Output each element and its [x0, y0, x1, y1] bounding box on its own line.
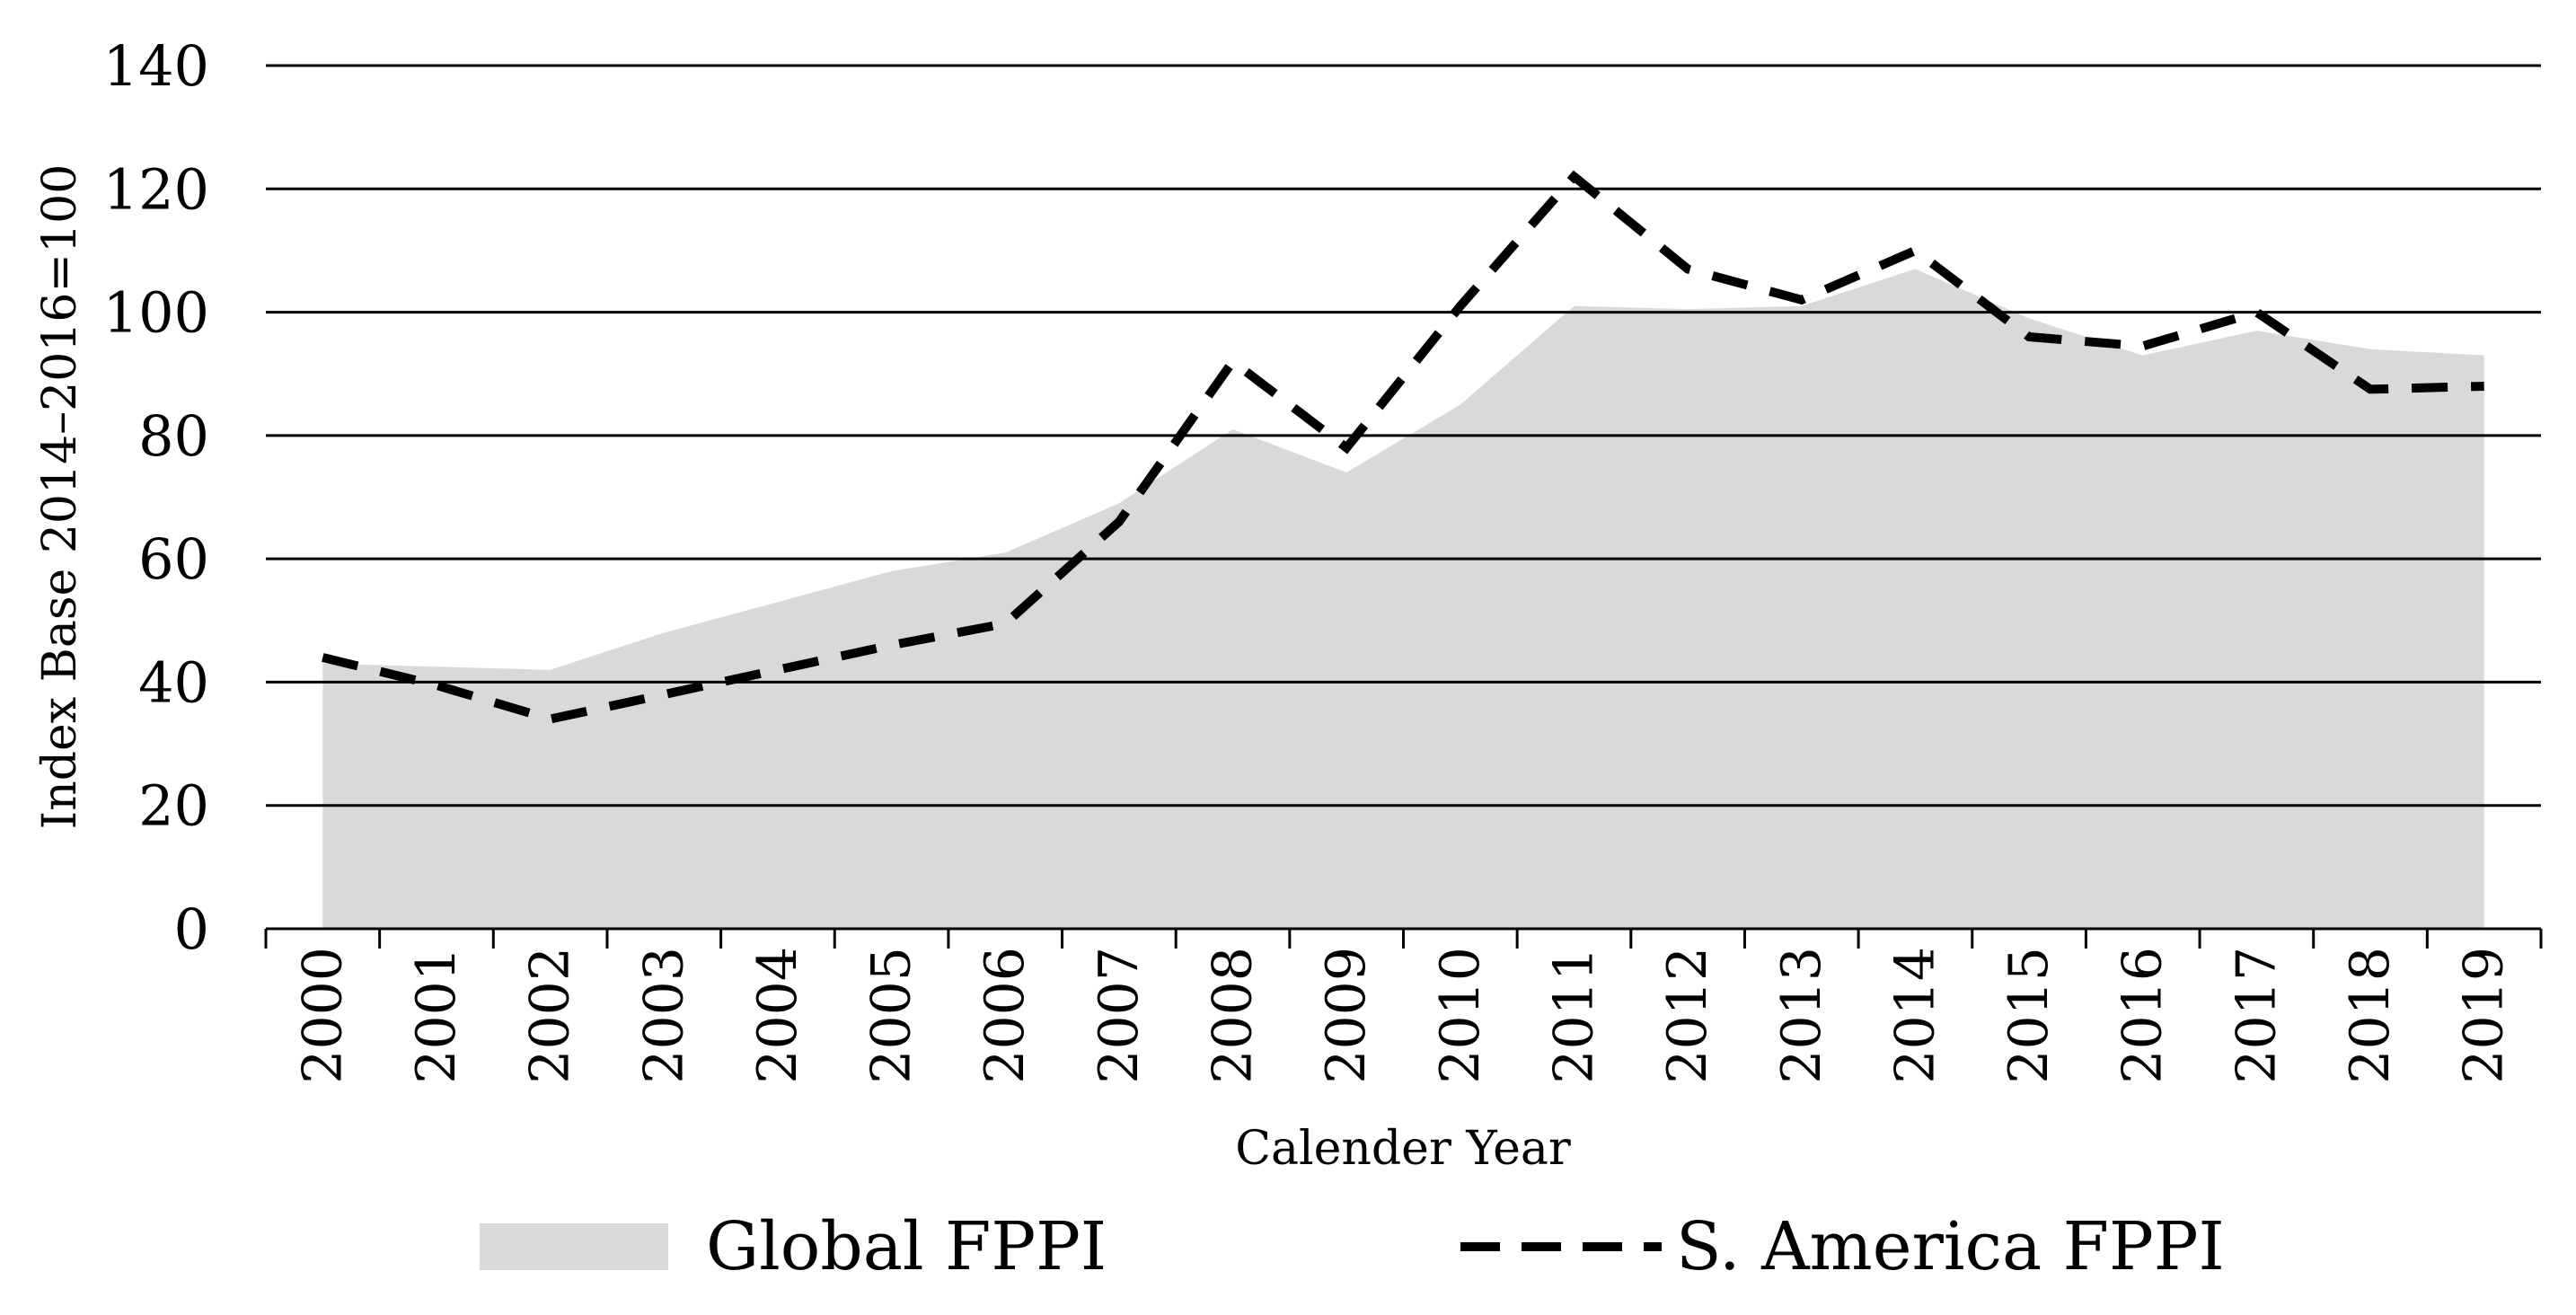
x-axis-title: Calender Year: [1235, 1122, 1571, 1176]
x-tick-label: 2002: [519, 947, 582, 1084]
x-tick-label: 2013: [1770, 947, 1833, 1084]
y-axis-title: Index Base 2014–2016=100: [33, 164, 87, 830]
y-tick-label: 120: [103, 156, 209, 222]
x-tick-label: 2014: [1883, 947, 1946, 1084]
x-tick-label: 2018: [2339, 947, 2402, 1084]
y-tick-label: 60: [138, 526, 209, 592]
y-tick-label: 80: [138, 403, 209, 469]
x-tick-label: 2004: [746, 947, 809, 1084]
x-tick-label: 2008: [1202, 947, 1265, 1084]
x-tick-label: 2011: [1542, 947, 1605, 1084]
x-tick-label: 2000: [291, 947, 354, 1084]
y-tick-label: 0: [174, 896, 209, 962]
x-tick-label: 2003: [632, 947, 695, 1084]
y-tick-label: 100: [103, 280, 209, 346]
legend-label-global-fppi: Global FPPI: [706, 1208, 1107, 1285]
x-tick-label: 2001: [405, 947, 468, 1084]
x-tick-label: 2006: [974, 947, 1037, 1084]
x-tick-label: 2007: [1088, 947, 1151, 1084]
x-tick-label: 2010: [1429, 947, 1492, 1084]
legend-label-s-america-fppi: S. America FPPI: [1676, 1208, 2225, 1285]
y-tick-label: 140: [103, 33, 209, 99]
x-tick-label: 2019: [2453, 947, 2516, 1084]
legend-swatch-global-fppi: [480, 1223, 668, 1270]
x-tick-label: 2012: [1656, 947, 1719, 1084]
x-tick-label: 2017: [2225, 947, 2288, 1084]
s-america-fppi-line: [322, 170, 2484, 724]
x-tick-label: 2005: [860, 947, 923, 1084]
y-tick-label: 20: [138, 773, 209, 839]
x-tick-label: 2015: [1998, 947, 2060, 1084]
y-tick-label: 40: [138, 649, 209, 715]
global-fppi-area: [322, 269, 2484, 929]
x-tick-label: 2016: [2112, 947, 2175, 1084]
x-tick-label: 2009: [1315, 947, 1378, 1084]
